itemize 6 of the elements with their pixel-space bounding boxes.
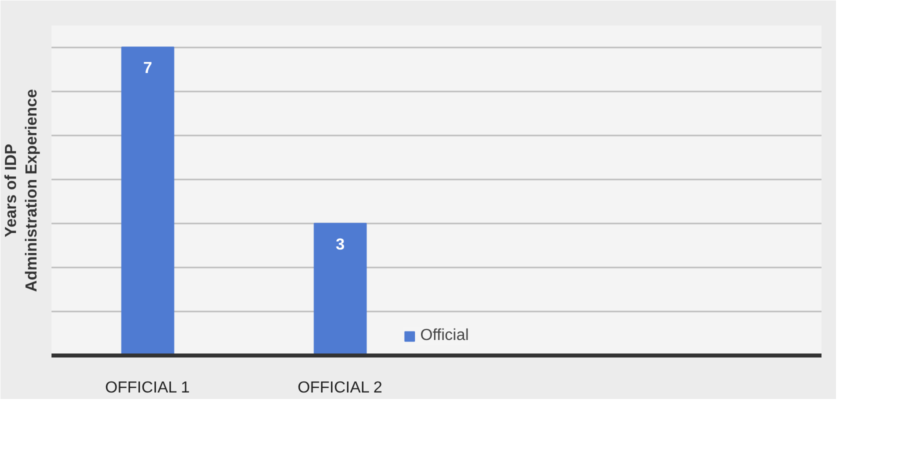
x-tick-label: OFFICIAL 2 [298, 380, 382, 396]
x-tick-label: OFFICIAL 1 [105, 380, 190, 396]
legend-label: Official [420, 327, 469, 345]
y-axis-title: Years of IDP Administration Experience [3, 89, 40, 292]
data-label: 7 [143, 60, 152, 78]
data-label: 3 [336, 236, 345, 254]
